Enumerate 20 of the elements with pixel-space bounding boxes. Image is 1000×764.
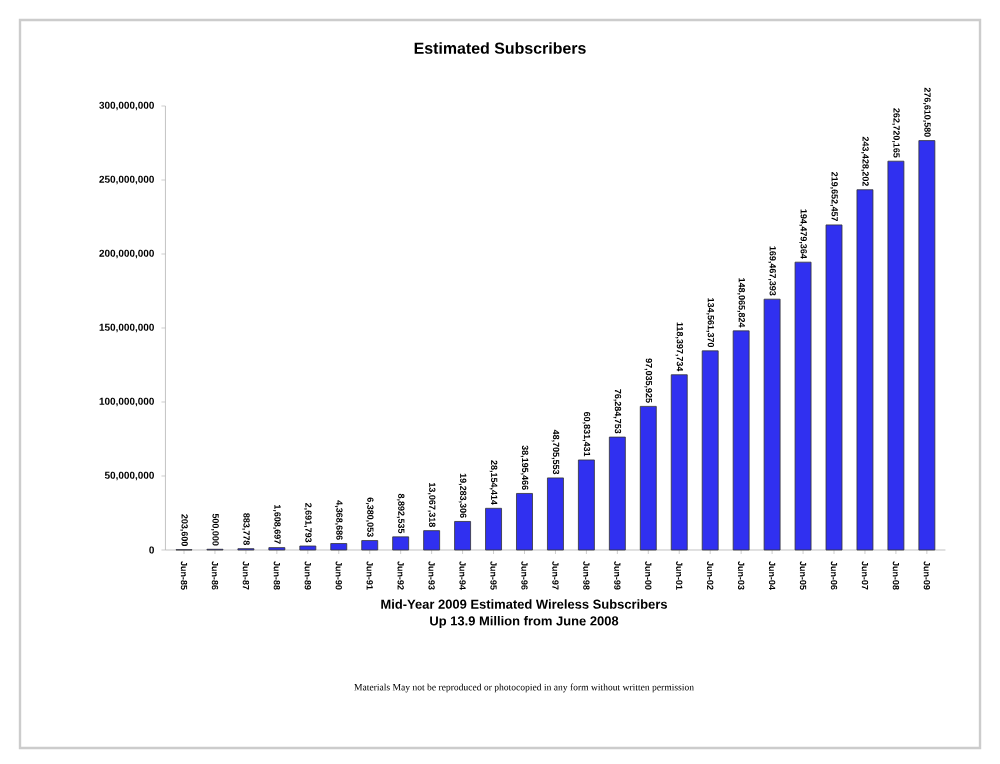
bar <box>763 298 781 551</box>
bar <box>639 405 657 551</box>
bar <box>701 350 719 551</box>
bar <box>670 374 688 551</box>
bar <box>547 477 564 551</box>
bar <box>608 436 626 551</box>
bar <box>794 261 812 551</box>
bar <box>825 224 843 551</box>
bar <box>392 536 410 551</box>
bar <box>918 140 936 551</box>
bar <box>361 540 379 551</box>
bar <box>423 530 441 551</box>
bar <box>577 459 595 551</box>
bar <box>485 507 502 551</box>
bar <box>887 160 905 551</box>
bar <box>732 330 750 551</box>
bar <box>454 521 471 551</box>
bar <box>330 543 348 551</box>
bar <box>516 493 533 551</box>
bar <box>856 189 874 551</box>
